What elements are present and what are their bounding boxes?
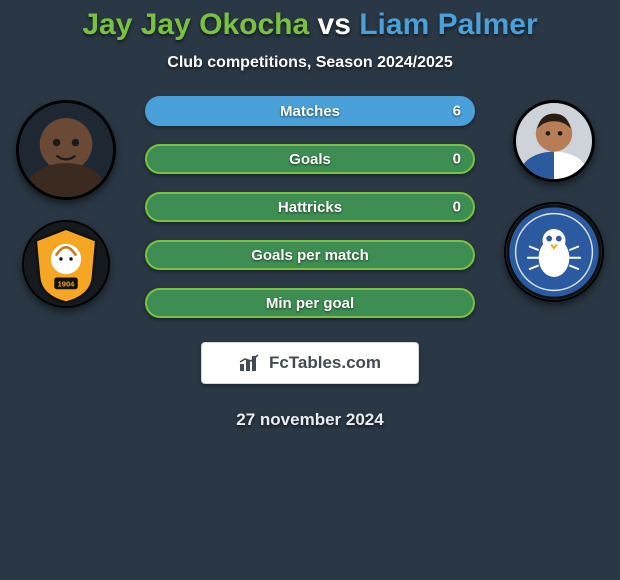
stat-row-goals: Goals 0 <box>145 144 475 174</box>
player2-face-icon <box>516 103 592 179</box>
stat-value-right: 6 <box>453 103 461 120</box>
stat-value-right: 0 <box>453 199 461 216</box>
badge-text: FcTables.com <box>269 353 381 373</box>
stat-row-min-per-goal: Min per goal <box>145 288 475 318</box>
subtitle: Club competitions, Season 2024/2025 <box>167 54 452 72</box>
hull-crest-icon: 1904 <box>24 222 108 306</box>
title-player2: Liam Palmer <box>359 8 537 41</box>
page-title: Jay Jay Okocha vs Liam Palmer <box>82 8 537 42</box>
swfc-crest-icon <box>506 204 602 300</box>
player1-club-crest: 1904 <box>22 220 110 308</box>
stat-row-matches: Matches 6 <box>145 96 475 126</box>
player1-avatar <box>16 100 116 200</box>
bar-chart-icon <box>239 354 261 372</box>
fctables-badge: FcTables.com <box>201 342 419 384</box>
stat-label: Matches <box>280 103 340 120</box>
stats-column: Matches 6 Goals 0 Hattricks 0 Goals per … <box>126 96 494 430</box>
stat-row-goals-per-match: Goals per match <box>145 240 475 270</box>
player1-face-icon <box>19 103 113 197</box>
stat-label: Goals <box>289 151 331 168</box>
comparison-date: 27 november 2024 <box>236 410 383 430</box>
svg-text:1904: 1904 <box>58 280 76 289</box>
left-side: 1904 <box>6 96 126 308</box>
right-side <box>494 96 614 302</box>
player2-avatar <box>513 100 595 182</box>
stat-value-right: 0 <box>453 151 461 168</box>
title-player1: Jay Jay Okocha <box>82 8 309 41</box>
stat-row-hattricks: Hattricks 0 <box>145 192 475 222</box>
title-vs: vs <box>318 8 351 41</box>
player2-club-crest <box>504 202 604 302</box>
stat-label: Min per goal <box>266 295 354 312</box>
stat-label: Goals per match <box>251 247 369 264</box>
stat-label: Hattricks <box>278 199 342 216</box>
comparison-card: Jay Jay Okocha vs Liam Palmer Club compe… <box>0 0 620 430</box>
main-row: 1904 Matches 6 Goals 0 Hattricks 0 Goals… <box>0 96 620 430</box>
